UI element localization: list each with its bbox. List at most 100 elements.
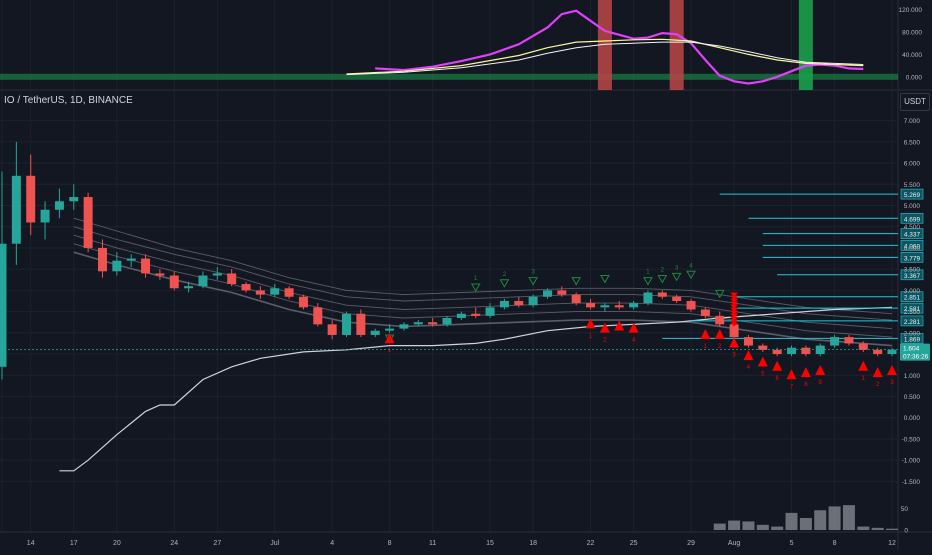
oscillator-band-layer <box>0 0 898 90</box>
sell-signal-count: 4 <box>689 263 693 269</box>
level-label-box <box>900 212 924 224</box>
volume-bar <box>857 526 870 530</box>
buy-signal-count: 1 <box>862 376 866 382</box>
currency-button[interactable]: USDT <box>900 93 930 111</box>
buy-signal-marker <box>815 365 826 376</box>
symbol-name[interactable]: IO / TetherUS <box>4 95 65 106</box>
candles-layer <box>0 141 897 380</box>
price-label-value: 1.604 <box>903 346 920 353</box>
candle-up <box>542 290 552 297</box>
time-tick-label: 4 <box>330 540 334 547</box>
oscillator-band-green <box>798 0 813 90</box>
symbol-separator-2: , <box>82 95 89 106</box>
sell-signal-count: 3 <box>531 270 535 276</box>
volume-bar <box>713 523 726 530</box>
volume-tick-label: 50 <box>901 506 909 513</box>
time-tick-label: 5 <box>790 540 794 547</box>
time-tick-label: 27 <box>213 540 221 547</box>
symbol-header[interactable]: IO / TetherUS, 1D, BINANCE <box>4 95 133 106</box>
sell-signal-marker <box>657 275 668 284</box>
oscillator-tick-label: 120.000 <box>899 7 923 14</box>
candle-up <box>830 337 840 346</box>
signal-arrow-stack <box>730 322 739 327</box>
buy-signal-marker <box>858 360 869 371</box>
sell-signal-count: 2 <box>661 268 665 274</box>
volume-bar <box>886 528 898 530</box>
candle-up <box>600 305 610 308</box>
candle-down <box>471 313 481 316</box>
signal-arrow-stack <box>730 298 739 303</box>
candle-down <box>97 247 107 272</box>
volume-bar <box>799 518 812 530</box>
candle-up <box>40 209 50 223</box>
price-tick-label: 3.000 <box>904 288 921 295</box>
buy-signal-count: 6 <box>775 376 779 382</box>
buy-signal-marker <box>757 356 768 367</box>
time-tick-label: 14 <box>27 540 35 547</box>
level-label-box <box>900 252 924 263</box>
buy-signal-marker <box>729 337 740 348</box>
buy-signal-count: 2 <box>603 338 607 344</box>
price-tick-label: 3.500 <box>904 267 921 274</box>
buy-signal-count: 8 <box>804 382 808 388</box>
price-tick-label: 2.000 <box>904 330 921 337</box>
candle-up <box>270 288 280 295</box>
buy-signal-marker <box>887 365 897 376</box>
volume-tick-label: 0 <box>904 528 908 535</box>
volume-bar <box>814 510 827 530</box>
volume-bar <box>828 506 841 530</box>
time-tick-label: Jul <box>270 540 279 547</box>
candle-down <box>241 284 251 291</box>
candle-down <box>155 273 165 276</box>
price-tick-label: 2.500 <box>904 309 921 316</box>
candle-up <box>69 197 79 202</box>
sell-signal-marker <box>643 277 653 286</box>
candle-up <box>0 243 7 367</box>
candle-up <box>456 313 466 318</box>
candle-up <box>485 307 495 316</box>
signal-arrow-stack <box>730 301 739 306</box>
volume-bar <box>742 521 755 530</box>
buy-signal-count: 1 <box>704 344 708 350</box>
oscillator-tick-label: 40.000 <box>902 52 922 59</box>
level-lines-layer: 5.269 4.699 4.337 4.060 3.779 3.367 2.851 2.581… <box>662 188 924 344</box>
signal-arrow-stack <box>730 304 739 309</box>
sell-signal-count: 3 <box>675 265 679 271</box>
time-tick-label: 24 <box>170 540 178 547</box>
candle-down <box>844 337 854 344</box>
buy-signal-marker <box>714 328 725 339</box>
time-tick-label: 8 <box>833 540 837 547</box>
candle-down <box>614 305 624 308</box>
candle-down <box>428 322 438 325</box>
candle-down <box>169 275 179 289</box>
candle-down <box>141 258 151 274</box>
axes-layer: 7.000 6.500 6.000 5.500 5.000 4.500 4.000 3.500… <box>27 7 923 547</box>
candle-up <box>787 347 797 355</box>
level-label: 2.581 <box>904 306 921 313</box>
candle-up <box>54 201 64 210</box>
buy-signal-marker <box>614 320 625 331</box>
candle-down <box>514 301 524 306</box>
volume-bar <box>785 512 798 530</box>
symbol-interval[interactable]: 1D <box>69 95 83 106</box>
candle-down <box>672 296 682 301</box>
candle-up <box>499 301 509 308</box>
oscillator-line-3 <box>346 41 864 76</box>
buy-signal-marker <box>700 328 711 339</box>
signal-arrow-stack <box>730 307 739 312</box>
volume-bar <box>871 527 884 530</box>
candle-up <box>342 313 352 335</box>
candle-down <box>227 273 237 285</box>
buy-signal-marker <box>872 367 883 378</box>
candle-down <box>356 313 366 335</box>
candle-down <box>571 294 581 304</box>
time-tick-label: 25 <box>630 540 638 547</box>
signal-arrow-stack <box>730 316 739 321</box>
candle-up <box>112 260 122 272</box>
volume-bar <box>728 520 741 530</box>
level-label: 4.060 <box>904 243 921 250</box>
candle-up <box>528 296 538 306</box>
candle-down <box>686 301 696 310</box>
buy-signal-count: 4 <box>632 338 636 344</box>
